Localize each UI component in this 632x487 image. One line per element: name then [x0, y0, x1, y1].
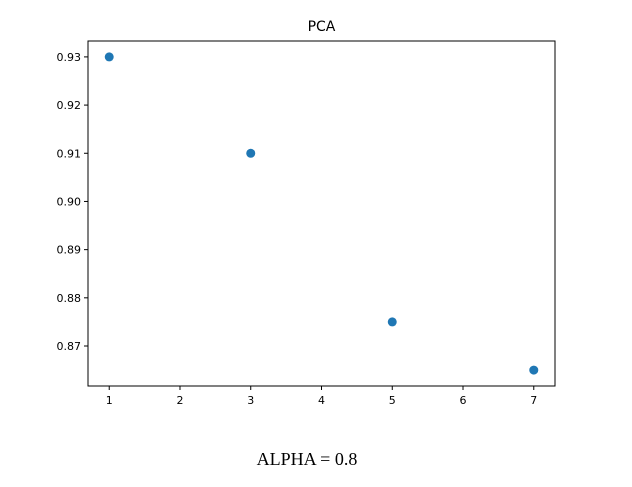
y-tick-label: 0.92 [57, 99, 82, 112]
alpha-caption: ALPHA = 0.8 [256, 449, 358, 469]
y-tick-label: 0.87 [57, 340, 82, 353]
x-tick-label: 2 [176, 394, 183, 407]
y-tick-label: 0.88 [57, 292, 82, 305]
x-tick-label: 3 [247, 394, 254, 407]
chart-title: PCA [308, 19, 336, 35]
plot-area-frame [87, 40, 556, 387]
x-tick-label: 1 [106, 394, 113, 407]
data-points [104, 52, 539, 375]
x-tick-label: 5 [389, 394, 396, 407]
data-point [387, 317, 397, 327]
y-tick-label: 0.93 [57, 51, 82, 64]
x-axis-ticks: 1 2 3 4 5 6 7 [106, 386, 537, 407]
data-point [104, 52, 114, 62]
x-tick-label: 4 [318, 394, 325, 407]
y-axis-ticks: 0.87 0.88 0.89 0.90 0.91 0.92 0.93 [57, 51, 88, 353]
data-point [529, 365, 539, 375]
data-point [246, 148, 256, 158]
x-tick-label: 6 [460, 394, 467, 407]
y-tick-label: 0.91 [57, 147, 82, 160]
y-tick-label: 0.90 [57, 195, 82, 208]
x-tick-label: 7 [530, 394, 537, 407]
y-tick-label: 0.89 [57, 244, 82, 257]
